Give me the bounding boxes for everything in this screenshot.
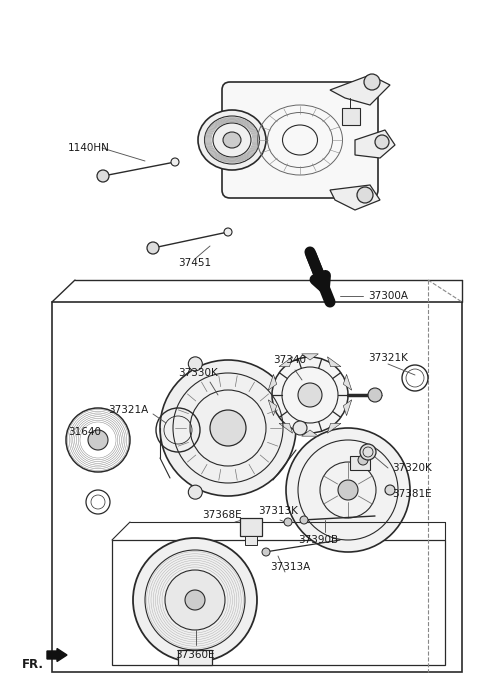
Circle shape bbox=[262, 548, 270, 556]
Text: 37320K: 37320K bbox=[392, 463, 432, 473]
Circle shape bbox=[300, 516, 308, 524]
Circle shape bbox=[133, 538, 257, 662]
Text: 37321K: 37321K bbox=[368, 353, 408, 363]
Circle shape bbox=[224, 228, 232, 236]
Polygon shape bbox=[343, 374, 352, 390]
Circle shape bbox=[375, 135, 389, 149]
Circle shape bbox=[286, 428, 410, 552]
Polygon shape bbox=[279, 357, 292, 367]
Text: 1140HN: 1140HN bbox=[68, 143, 110, 153]
Text: 37313A: 37313A bbox=[270, 562, 310, 572]
Circle shape bbox=[360, 444, 376, 460]
Text: 37451: 37451 bbox=[179, 258, 212, 268]
Polygon shape bbox=[327, 423, 341, 433]
Circle shape bbox=[210, 410, 246, 446]
Ellipse shape bbox=[198, 110, 266, 170]
Circle shape bbox=[357, 187, 373, 203]
Text: 37340: 37340 bbox=[274, 355, 307, 365]
Circle shape bbox=[338, 480, 358, 500]
Circle shape bbox=[185, 590, 205, 610]
Polygon shape bbox=[343, 400, 352, 416]
Text: 37300A: 37300A bbox=[368, 291, 408, 301]
Bar bbox=[342, 108, 360, 125]
Polygon shape bbox=[268, 374, 276, 390]
Circle shape bbox=[88, 430, 108, 450]
Circle shape bbox=[293, 421, 307, 435]
Text: 37381E: 37381E bbox=[392, 489, 432, 499]
Polygon shape bbox=[279, 423, 292, 433]
Circle shape bbox=[298, 383, 322, 407]
Circle shape bbox=[284, 518, 292, 526]
Polygon shape bbox=[327, 357, 341, 367]
Ellipse shape bbox=[223, 132, 241, 148]
Circle shape bbox=[272, 357, 348, 433]
Polygon shape bbox=[301, 430, 318, 436]
FancyBboxPatch shape bbox=[222, 82, 378, 198]
Bar bbox=[178, 650, 212, 665]
Bar bbox=[240, 518, 262, 536]
Bar bbox=[350, 456, 370, 470]
Text: 37360E: 37360E bbox=[175, 650, 215, 660]
Bar bbox=[112, 540, 445, 665]
Circle shape bbox=[97, 170, 109, 182]
Bar bbox=[52, 302, 462, 672]
Polygon shape bbox=[330, 185, 380, 210]
Text: 37368E: 37368E bbox=[202, 510, 242, 520]
Circle shape bbox=[188, 485, 202, 499]
Circle shape bbox=[188, 357, 202, 371]
Text: FR.: FR. bbox=[22, 658, 44, 671]
Polygon shape bbox=[301, 354, 318, 360]
Text: 31640: 31640 bbox=[68, 427, 101, 437]
Polygon shape bbox=[355, 130, 395, 158]
Circle shape bbox=[160, 360, 296, 496]
Text: 37390B: 37390B bbox=[298, 535, 338, 545]
Circle shape bbox=[385, 485, 395, 495]
Bar bbox=[245, 536, 257, 545]
FancyArrow shape bbox=[47, 649, 67, 661]
Circle shape bbox=[147, 242, 159, 254]
Circle shape bbox=[358, 455, 368, 465]
Circle shape bbox=[171, 158, 179, 166]
Polygon shape bbox=[330, 75, 390, 105]
Text: 37321A: 37321A bbox=[108, 405, 148, 415]
Circle shape bbox=[368, 388, 382, 402]
Polygon shape bbox=[268, 400, 276, 416]
Text: 37330K: 37330K bbox=[178, 368, 218, 378]
Text: 37313K: 37313K bbox=[258, 506, 298, 516]
Circle shape bbox=[165, 570, 225, 630]
Circle shape bbox=[364, 74, 380, 90]
